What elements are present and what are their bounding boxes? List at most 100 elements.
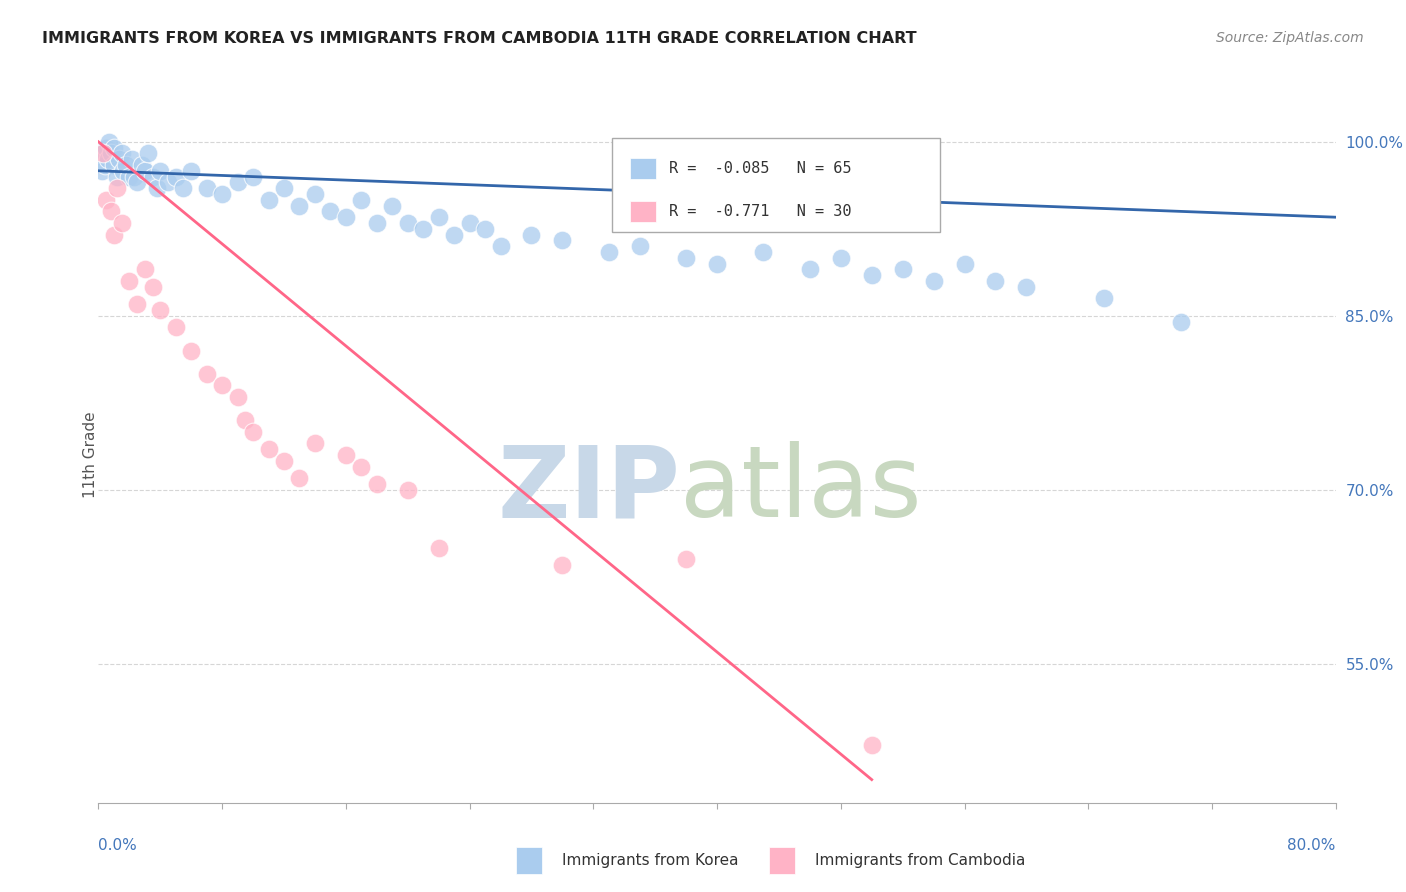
Text: Immigrants from Korea: Immigrants from Korea [562, 854, 740, 868]
Point [121, 153, 143, 167]
Point [706, 256, 728, 270]
Point [1092, 291, 1115, 305]
Point [752, 244, 775, 259]
Point [90, 164, 112, 178]
Text: 80.0%: 80.0% [1288, 838, 1336, 853]
Point [134, 164, 156, 178]
Text: atlas: atlas [681, 442, 921, 538]
Point [165, 169, 187, 184]
Point [288, 471, 311, 485]
Point [146, 181, 169, 195]
Point [149, 164, 172, 178]
Text: R =  -0.771   N = 30: R = -0.771 N = 30 [669, 204, 851, 219]
Point [335, 210, 357, 224]
Point [136, 146, 159, 161]
Point [288, 198, 311, 212]
Point [103, 158, 125, 172]
Point [235, 413, 257, 427]
Point [984, 274, 1007, 288]
Point [304, 186, 326, 201]
Point [891, 262, 914, 277]
Text: ZIP: ZIP [498, 442, 681, 538]
Point [551, 233, 574, 247]
Point [103, 141, 125, 155]
Point [551, 558, 574, 573]
Point [172, 181, 194, 195]
Point [127, 297, 149, 311]
Point [922, 274, 945, 288]
Point [273, 453, 295, 467]
Point [257, 442, 280, 456]
Point [1170, 315, 1192, 329]
Point [107, 153, 129, 167]
Point [257, 193, 280, 207]
Point [100, 204, 122, 219]
Point [127, 176, 149, 190]
Point [93, 158, 115, 172]
Point [180, 164, 202, 178]
Text: IMMIGRANTS FROM KOREA VS IMMIGRANTS FROM CAMBODIA 11TH GRADE CORRELATION CHART: IMMIGRANTS FROM KOREA VS IMMIGRANTS FROM… [42, 31, 917, 46]
Point [412, 221, 434, 235]
Point [226, 390, 249, 404]
Point [350, 193, 373, 207]
Point [180, 343, 202, 358]
Point [111, 216, 132, 230]
Point [675, 251, 697, 265]
Point [242, 425, 264, 439]
FancyBboxPatch shape [612, 138, 939, 232]
Point [122, 169, 145, 184]
Point [628, 239, 651, 253]
Bar [630, 158, 657, 178]
Point [1015, 280, 1038, 294]
Point [427, 541, 450, 555]
Point [115, 158, 138, 172]
Point [105, 169, 128, 184]
Point [131, 158, 153, 172]
Point [98, 135, 121, 149]
Point [443, 227, 465, 242]
Text: Source: ZipAtlas.com: Source: ZipAtlas.com [1216, 31, 1364, 45]
Point [366, 216, 388, 230]
Point [91, 146, 114, 161]
Point [195, 367, 218, 381]
Point [100, 146, 122, 161]
Point [489, 239, 512, 253]
Point [830, 251, 852, 265]
Point [165, 320, 187, 334]
Point [458, 216, 481, 230]
Point [211, 186, 233, 201]
Point [242, 169, 264, 184]
Text: Immigrants from Cambodia: Immigrants from Cambodia [815, 854, 1026, 868]
Point [273, 181, 295, 195]
Point [97, 153, 120, 167]
Bar [630, 202, 657, 222]
Point [226, 176, 249, 190]
Point [860, 268, 883, 282]
Point [111, 146, 132, 161]
Point [953, 256, 976, 270]
Text: 0.0%: 0.0% [98, 838, 138, 853]
Point [103, 227, 125, 242]
Point [91, 146, 114, 161]
Point [366, 476, 388, 491]
Point [195, 181, 218, 195]
Point [141, 169, 165, 184]
Y-axis label: 11th Grade: 11th Grade [83, 411, 97, 499]
Point [350, 459, 373, 474]
Point [118, 169, 141, 184]
Point [427, 210, 450, 224]
Point [304, 436, 326, 450]
Point [141, 280, 165, 294]
Point [134, 262, 156, 277]
Point [319, 204, 342, 219]
Point [381, 198, 404, 212]
Point [396, 216, 419, 230]
Point [157, 176, 180, 190]
Text: R =  -0.085   N = 65: R = -0.085 N = 65 [669, 161, 851, 176]
Point [799, 262, 821, 277]
Point [860, 738, 883, 752]
Point [598, 244, 620, 259]
Point [675, 552, 697, 566]
Point [112, 164, 135, 178]
Point [105, 181, 128, 195]
